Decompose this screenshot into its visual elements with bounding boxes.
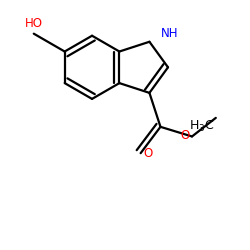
Text: NH: NH: [160, 28, 178, 40]
Text: H$_3$C: H$_3$C: [189, 119, 214, 134]
Text: O: O: [144, 147, 153, 160]
Text: O: O: [180, 128, 189, 141]
Text: HO: HO: [25, 16, 43, 30]
